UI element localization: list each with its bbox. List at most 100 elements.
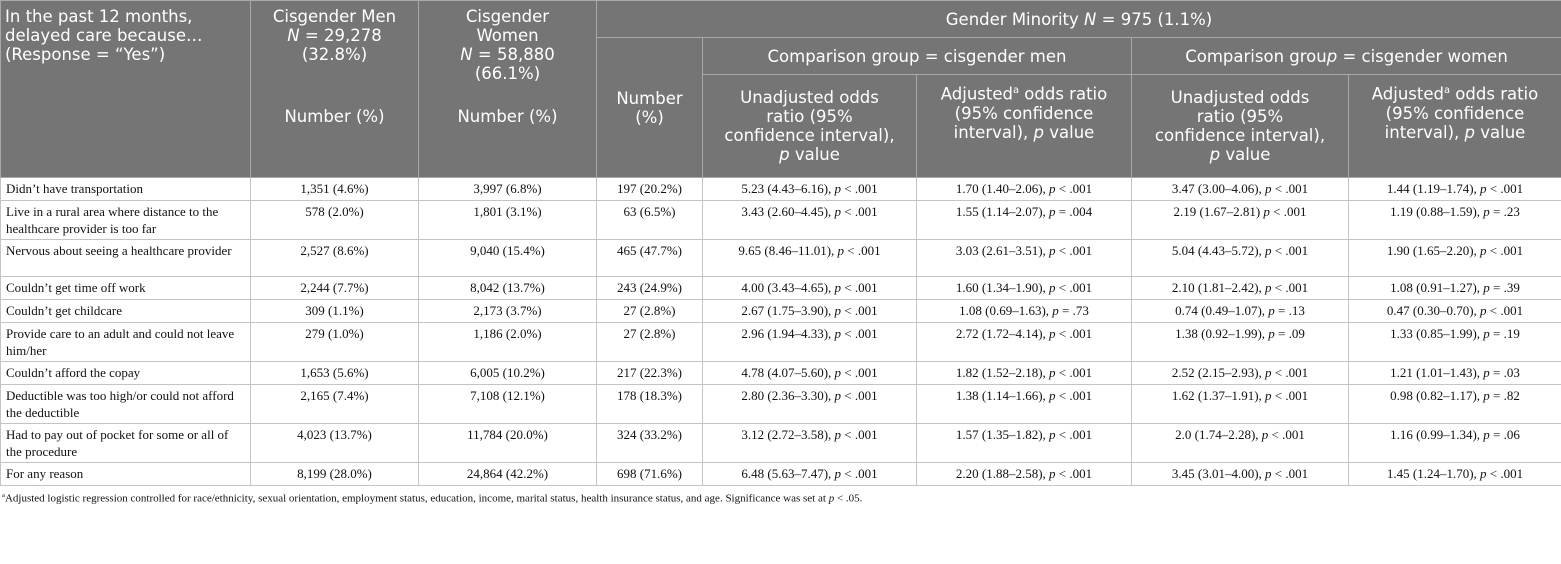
cis-men-number: 309 (1.1%) (250, 299, 419, 323)
adjusted-or-men: 1.55 (1.14–2.07), p = .004 (916, 200, 1132, 240)
gender-minority-number: 178 (18.3%) (596, 384, 703, 424)
unadjusted-or-men: 3.43 (2.60–4.45), p < .001 (702, 200, 917, 240)
unadjusted-or-women: 3.47 (3.00–4.06), p < .001 (1131, 177, 1349, 201)
adjusted-or-women: 0.98 (0.82–1.17), p = .82 (1347, 384, 1561, 424)
gender-minority-number: 324 (33.2%) (596, 423, 703, 463)
reason-label: Couldn’t get time off work (0, 276, 251, 300)
cis-men-number: 1,351 (4.6%) (250, 177, 419, 201)
reason-label: Couldn’t get childcare (0, 299, 251, 323)
header-unadjusted-men: Unadjusted odds ratio (95% confidence inte… (702, 74, 917, 178)
unadjusted-or-men: 2.67 (1.75–3.90), p < .001 (702, 299, 917, 323)
gender-minority-number: 465 (47.7%) (596, 239, 703, 277)
unadjusted-or-women: 2.10 (1.81–2.42), p < .001 (1131, 276, 1349, 300)
cis-men-number: 1,653 (5.6%) (250, 361, 419, 385)
adjusted-or-men: 3.03 (2.61–3.51), p < .001 (916, 239, 1132, 277)
gender-minority-number: 27 (2.8%) (596, 299, 703, 323)
reason-label: Deductible was too high/or could not aff… (0, 384, 251, 424)
cis-men-number: 4,023 (13.7%) (250, 423, 419, 463)
unadjusted-or-women: 2.0 (1.74–2.28), p < .001 (1131, 423, 1349, 463)
adjusted-or-women: 1.90 (1.65–2.20), p < .001 (1347, 239, 1561, 277)
table-row: Deductible was too high/or could not aff… (0, 384, 1561, 424)
header-cis-men: Cisgender Men N = 29,278 (32.8%) Number (%… (250, 0, 419, 178)
adjusted-or-men: 2.72 (1.72–4.14), p < .001 (916, 322, 1132, 362)
unadjusted-or-men: 9.65 (8.46–11.01), p < .001 (702, 239, 917, 277)
cis-men-number: 2,527 (8.6%) (250, 239, 419, 277)
cis-men-number: 2,244 (7.7%) (250, 276, 419, 300)
reason-label: Live in a rural area where distance to t… (0, 200, 251, 240)
table-row: Couldn’t afford the copay 1,653 (5.6%) 6,0… (0, 361, 1561, 385)
reason-label: Nervous about seeing a healthcare provid… (0, 239, 251, 277)
adjusted-or-women: 1.45 (1.24–1.70), p < .001 (1347, 462, 1561, 486)
cis-women-number: 3,997 (6.8%) (418, 177, 597, 201)
header-gender-minority: Gender Minority N = 975 (1.1%) (595, 0, 1561, 38)
cis-women-number: 7,108 (12.1%) (418, 384, 597, 424)
unadjusted-or-men: 2.80 (2.36–3.30), p < .001 (702, 384, 917, 424)
header-gm-number: Number (%) (596, 37, 703, 178)
reason-label: Couldn’t afford the copay (0, 361, 251, 385)
cis-men-number: 2,165 (7.4%) (250, 384, 419, 424)
adjusted-or-men: 1.82 (1.52–2.18), p < .001 (916, 361, 1132, 385)
header-delayed-care: In the past 12 months, delayed care becau… (0, 0, 251, 178)
adjusted-or-women: 1.08 (0.91–1.27), p = .39 (1347, 276, 1561, 300)
table-row: For any reason 8,199 (28.0%) 24,864 (42.2%… (0, 462, 1561, 486)
cis-men-number: 578 (2.0%) (250, 200, 419, 240)
unadjusted-or-men: 2.96 (1.94–4.33), p < .001 (702, 322, 917, 362)
header-adjusted-men: Adjusteda odds ratio (95% confidence inter… (916, 74, 1132, 178)
table-row: Couldn’t get time off work 2,244 (7.7%) 8,… (0, 276, 1561, 300)
unadjusted-or-men: 5.23 (4.43–6.16), p < .001 (702, 177, 917, 201)
unadjusted-or-women: 2.19 (1.67–2.81) p < .001 (1131, 200, 1349, 240)
unadjusted-or-women: 0.74 (0.49–1.07), p = .13 (1131, 299, 1349, 323)
adjusted-or-women: 1.19 (0.88–1.59), p = .23 (1347, 200, 1561, 240)
cis-men-number: 8,199 (28.0%) (250, 462, 419, 486)
unadjusted-or-women: 1.62 (1.37–1.91), p < .001 (1131, 384, 1349, 424)
table-row: Nervous about seeing a healthcare provid… (0, 239, 1561, 277)
header-cis-women: Cisgender Women N = 58,880 (66.1%) Number (… (418, 0, 597, 178)
cis-women-number: 1,801 (3.1%) (418, 200, 597, 240)
gender-minority-number: 63 (6.5%) (596, 200, 703, 240)
header-comparison-women: Comparison group = cisgender women (1130, 37, 1561, 75)
adjusted-or-women: 1.33 (0.85–1.99), p = .19 (1347, 322, 1561, 362)
unadjusted-or-men: 6.48 (5.63–7.47), p < .001 (702, 462, 917, 486)
header-comparison-men: Comparison group = cisgender men (702, 37, 1132, 75)
table-row: Didn’t have transportation 1,351 (4.6%) 3,… (0, 177, 1561, 201)
gender-minority-number: 243 (24.9%) (596, 276, 703, 300)
gender-minority-number: 27 (2.8%) (596, 322, 703, 362)
adjusted-or-men: 1.08 (0.69–1.63), p = .73 (916, 299, 1132, 323)
cis-women-number: 1,186 (2.0%) (418, 322, 597, 362)
footnote: aAdjusted logistic regression controlled… (2, 492, 863, 505)
cis-women-number: 8,042 (13.7%) (418, 276, 597, 300)
reason-label: Had to pay out of pocket for some or all… (0, 423, 251, 463)
header-adjusted-women: Adjusteda odds ratio (95% confidence inter… (1347, 74, 1561, 178)
adjusted-or-women: 1.16 (0.99–1.34), p = .06 (1347, 423, 1561, 463)
cis-men-number: 279 (1.0%) (250, 322, 419, 362)
table-row: Provide care to an adult and could not l… (0, 322, 1561, 362)
gender-minority-number: 217 (22.3%) (596, 361, 703, 385)
unadjusted-or-women: 3.45 (3.01–4.00), p < .001 (1131, 462, 1349, 486)
results-table: In the past 12 months, delayed care becau… (0, 0, 1561, 486)
adjusted-or-men: 1.70 (1.40–2.06), p < .001 (916, 177, 1132, 201)
cis-women-number: 11,784 (20.0%) (418, 423, 597, 463)
table-body: Didn’t have transportation 1,351 (4.6%) 3,… (0, 177, 1561, 486)
unadjusted-or-men: 3.12 (2.72–3.58), p < .001 (702, 423, 917, 463)
cis-women-number: 24,864 (42.2%) (418, 462, 597, 486)
table-row: Couldn’t get childcare 309 (1.1%) 2,173 (3… (0, 299, 1561, 323)
adjusted-or-men: 1.38 (1.14–1.66), p < .001 (916, 384, 1132, 424)
reason-label: Didn’t have transportation (0, 177, 251, 201)
unadjusted-or-men: 4.00 (3.43–4.65), p < .001 (702, 276, 917, 300)
adjusted-or-men: 1.57 (1.35–1.82), p < .001 (916, 423, 1132, 463)
unadjusted-or-women: 2.52 (2.15–2.93), p < .001 (1131, 361, 1349, 385)
gender-minority-number: 698 (71.6%) (596, 462, 703, 486)
adjusted-or-women: 1.44 (1.19–1.74), p < .001 (1347, 177, 1561, 201)
cis-women-number: 9,040 (15.4%) (418, 239, 597, 277)
adjusted-or-men: 2.20 (1.88–2.58), p < .001 (916, 462, 1132, 486)
table-row: Live in a rural area where distance to t… (0, 200, 1561, 240)
unadjusted-or-men: 4.78 (4.07–5.60), p < .001 (702, 361, 917, 385)
adjusted-or-men: 1.60 (1.34–1.90), p < .001 (916, 276, 1132, 300)
unadjusted-or-women: 1.38 (0.92–1.99), p = .09 (1131, 322, 1349, 362)
gender-minority-number: 197 (20.2%) (596, 177, 703, 201)
cis-women-number: 2,173 (3.7%) (418, 299, 597, 323)
reason-label: For any reason (0, 462, 251, 486)
unadjusted-or-women: 5.04 (4.43–5.72), p < .001 (1131, 239, 1349, 277)
cis-women-number: 6,005 (10.2%) (418, 361, 597, 385)
table-row: Had to pay out of pocket for some or all… (0, 423, 1561, 463)
